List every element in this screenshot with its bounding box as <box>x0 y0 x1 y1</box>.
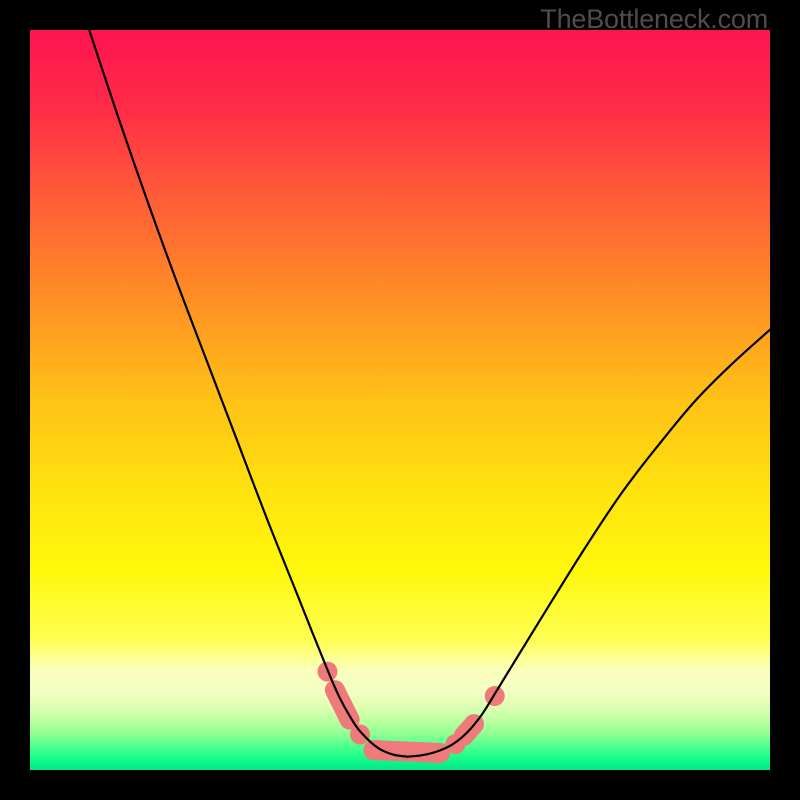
marker-dot <box>350 724 370 744</box>
chart-svg <box>30 30 770 770</box>
gradient-background <box>30 30 770 770</box>
watermark-text: TheBottleneck.com <box>540 4 768 35</box>
chart-plot-area <box>30 30 770 770</box>
